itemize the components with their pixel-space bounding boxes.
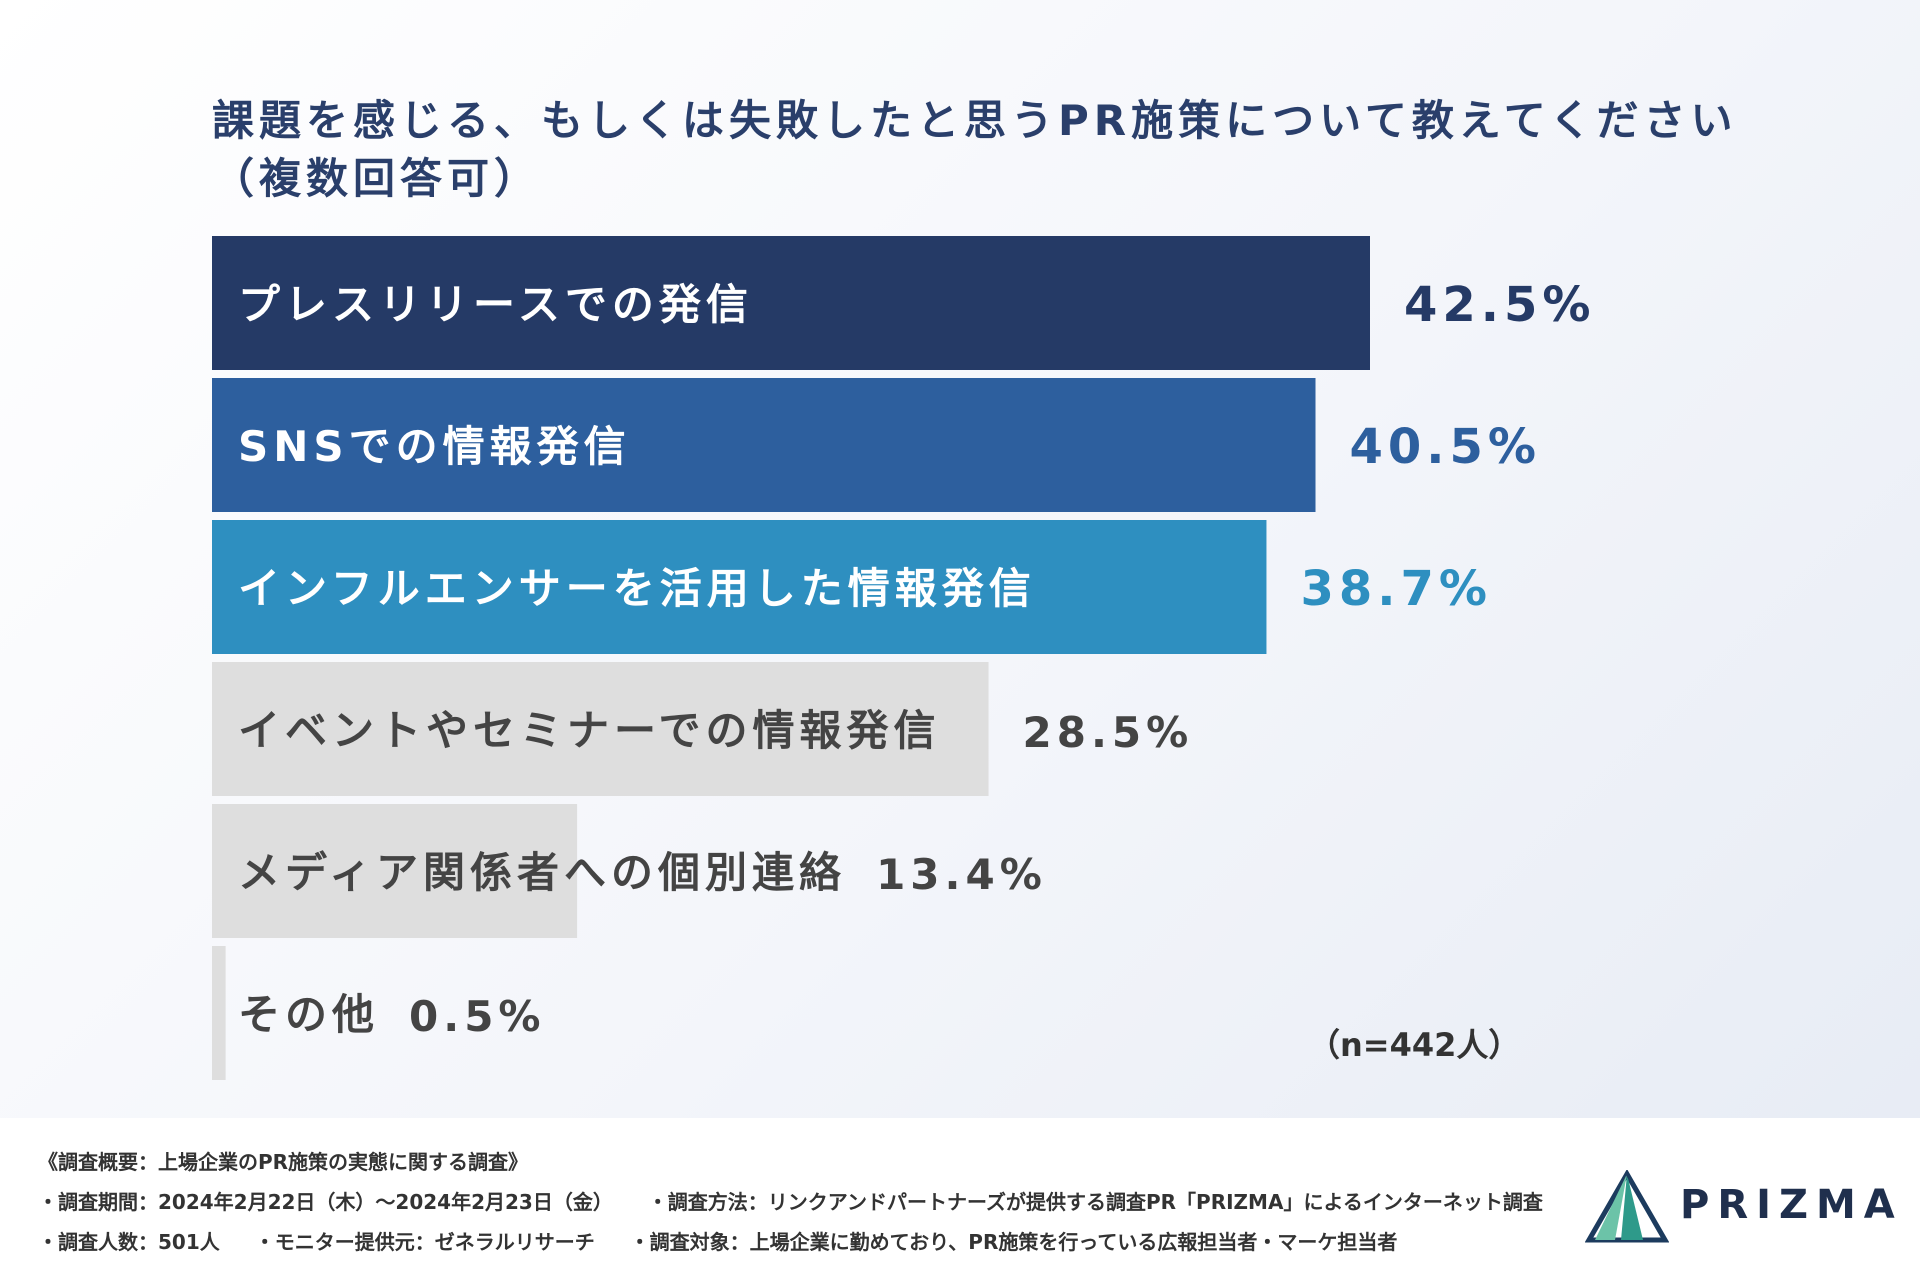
bar-2	[212, 378, 1316, 512]
bar-5	[212, 804, 578, 938]
survey-period: ・調査期間：2024年2月22日（木）〜2024年2月23日（金）	[38, 1190, 613, 1214]
sample-size: （n=442人）	[1308, 1026, 1521, 1064]
bar-chart: プレスリリースでの発信 42.5% SNSでの情報発信 40.5% インフルエンサーを活…	[212, 236, 1596, 1080]
value-label-3: 38.7%	[1300, 561, 1492, 617]
value-label-4: 28.5%	[1023, 708, 1194, 757]
survey-monitor: ・モニター提供元：ゼネラルリサーチ	[254, 1230, 595, 1254]
bar-6	[212, 946, 226, 1080]
chart-title-line-1: 課題を感じる、もしくは失敗したと思うPR施策について教えてください	[212, 96, 1738, 145]
bar-label-5: メディア関係者への個別連絡	[238, 848, 846, 897]
bar-label-2: SNSでの情報発信	[238, 422, 631, 471]
survey-target: ・調査対象：上場企業に勤めており、PR施策を行っている広報担当者・マーケ担当者	[629, 1230, 1398, 1254]
bar-label-1: プレスリリースでの発信	[238, 280, 753, 329]
survey-heading: 《調査概要：上場企業のPR施策の実態に関する調査》	[38, 1150, 529, 1174]
survey-row-1: ・調査期間：2024年2月22日（木）〜2024年2月23日（金） ・調査方法：…	[38, 1182, 1571, 1222]
value-label-1: 42.5%	[1404, 277, 1596, 333]
survey-method: ・調査方法：リンクアンドパートナーズが提供する調査PR「PRIZMA」によるイン…	[647, 1190, 1543, 1214]
value-label-2: 40.5%	[1350, 419, 1542, 475]
survey-details: 《調査概要：上場企業のPR施策の実態に関する調査》 ・調査期間：2024年2月2…	[38, 1142, 1571, 1262]
survey-footer: 《調査概要：上場企業のPR施策の実態に関する調査》 ・調査期間：2024年2月2…	[0, 1118, 1920, 1280]
prizma-logo-text: PRIZMA	[1680, 1182, 1903, 1228]
bar-3	[212, 520, 1267, 654]
bar-1	[212, 236, 1370, 370]
value-label-5: 13.4%	[876, 850, 1047, 899]
chart-title-line-2: （複数回答可）	[212, 154, 542, 203]
survey-count: ・調査人数：501人	[38, 1230, 220, 1254]
bar-label-6: その他	[238, 990, 379, 1039]
prizma-logo-icon	[1584, 1168, 1670, 1243]
prizma-logo: PRIZMA	[1584, 1168, 1915, 1250]
chart-title: 課題を感じる、もしくは失敗したと思うPR施策について教えてください （複数回答可…	[212, 92, 1738, 208]
bar-label-3: インフルエンサーを活用した情報発信	[238, 564, 1036, 613]
bar-4	[212, 662, 989, 796]
bar-label-4: イベントやセミナーでの情報発信	[238, 706, 940, 755]
survey-row-2: ・調査人数：501人 ・モニター提供元：ゼネラルリサーチ ・調査対象：上場企業に…	[38, 1222, 1571, 1262]
value-label-6: 0.5%	[409, 992, 545, 1041]
